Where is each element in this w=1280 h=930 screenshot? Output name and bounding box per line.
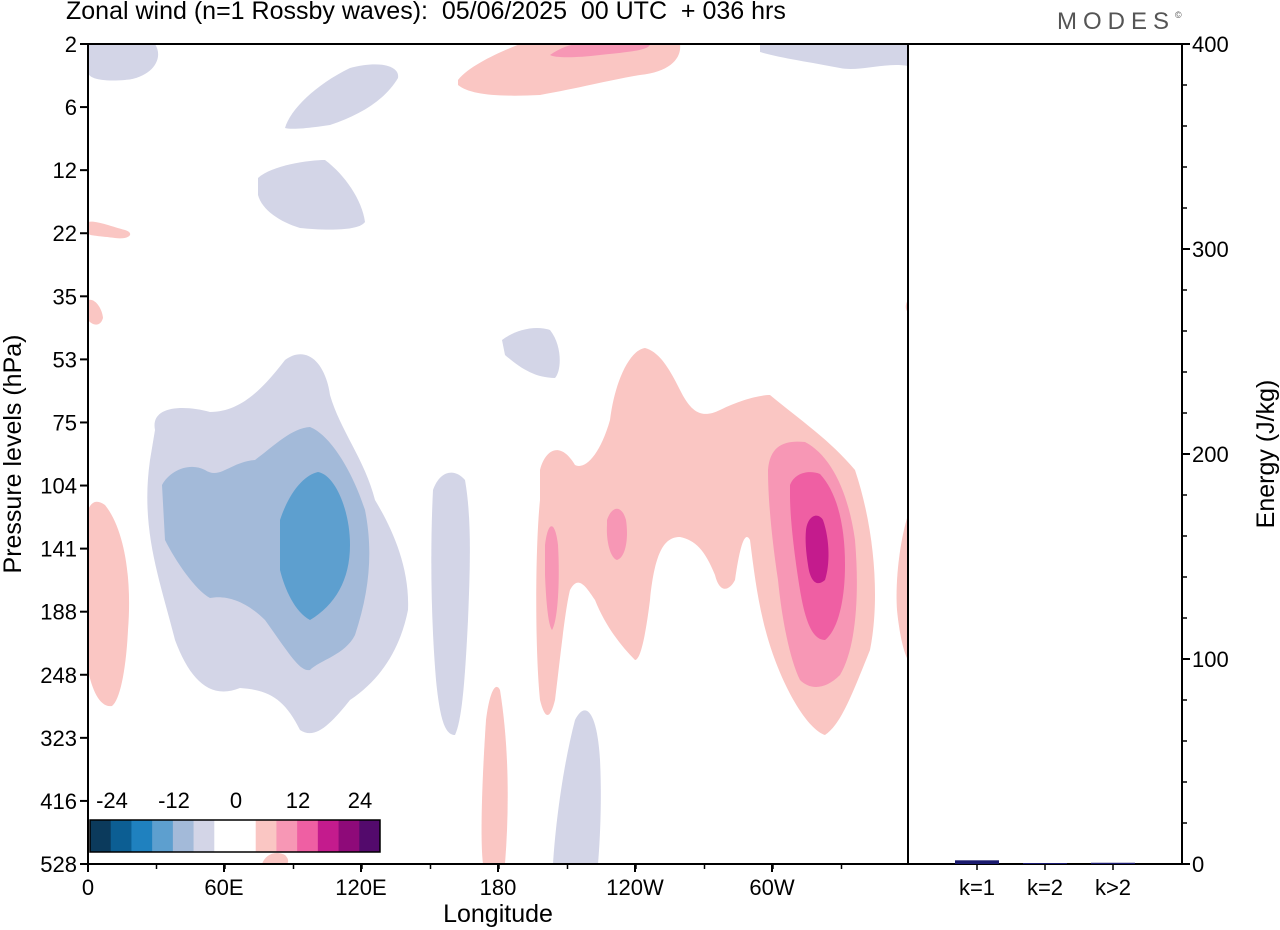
y-tick-label: 141 [40, 537, 77, 562]
contour-neg-light-mid [258, 160, 365, 230]
energy-tick-label: 100 [1192, 647, 1229, 672]
y-tick-label: 53 [53, 347, 77, 372]
energy-tick-label: 400 [1192, 32, 1229, 57]
chart-title: Zonal wind (n=1 Rossby waves): 05/06/202… [66, 0, 786, 25]
contour-pos-light-small-left-b [88, 299, 103, 325]
colorbar-swatch [235, 820, 257, 852]
colorbar-labels: -24 -12 0 12 24 [96, 788, 372, 813]
contour-pos-mid-small-a [545, 526, 559, 630]
contour-pos-light-right-edge [896, 515, 908, 660]
bar-category-labels: k=1 k=2 k>2 [959, 864, 1131, 900]
logo-text: MODES [1057, 8, 1176, 35]
y-tick-label: 22 [53, 221, 77, 246]
colorbar-swatch [255, 820, 277, 852]
y-tick-label: 6 [65, 95, 77, 120]
contour-neg-light-small [502, 328, 560, 378]
y-tick-label: 75 [53, 410, 77, 435]
bar-panel-frame [907, 43, 1183, 865]
energy-axis-label: Energy (J/kg) [1252, 380, 1280, 529]
contour-pos-light-bottom-small [262, 853, 289, 864]
colorbar-swatch [90, 820, 112, 852]
bar-category-label: k=1 [959, 875, 995, 900]
x-axis-label: Longitude [443, 900, 553, 928]
contour-neg-light-upper [285, 64, 399, 129]
y-tick-label: 528 [40, 852, 77, 877]
contour-neg-core [280, 472, 350, 620]
colorbar-swatch [338, 820, 360, 852]
energy-axis: 0 100 200 300 400 [1182, 32, 1229, 877]
energy-bar [1023, 863, 1067, 864]
colorbar-swatch [359, 820, 381, 852]
x-tick-label: 120E [335, 875, 386, 900]
x-tick-label: 60E [204, 875, 243, 900]
longitude-axis: 0 60E 120E 180 120W 60W [82, 864, 843, 900]
colorbar-swatch [276, 820, 298, 852]
y-tick-label: 323 [40, 726, 77, 751]
contour-pos-light-left [88, 501, 130, 707]
y-tick-label: 104 [40, 474, 77, 499]
contour-pos-light-small-left-a [88, 221, 131, 239]
bar-category-label: k>2 [1095, 875, 1131, 900]
y-tick-label: 2 [65, 32, 77, 57]
pressure-axis: 2 6 12 22 35 53 75 104 141 188 248 323 416 528 [40, 32, 88, 877]
contour-pos-mid-small-b [606, 508, 627, 560]
energy-tick-label: 200 [1192, 442, 1229, 467]
energy-tick-label: 300 [1192, 237, 1229, 262]
x-tick-label: 0 [82, 875, 94, 900]
colorbar-swatch [152, 820, 174, 852]
colorbar-label: -12 [158, 788, 190, 813]
y-tick-label: 188 [40, 600, 77, 625]
colorbar-legend [89, 819, 381, 853]
contour-neg-light-bottom [553, 710, 601, 864]
y-tick-label: 12 [53, 158, 77, 183]
contour-field [88, 44, 908, 864]
contour-pos-light-top [458, 44, 681, 96]
colorbar-label: 0 [230, 788, 242, 813]
y-axis-label: Pressure levels (hPa) [0, 335, 27, 574]
x-tick-label: 180 [480, 875, 517, 900]
contour-neg-light-top-right [760, 44, 908, 69]
bar-category-label: k=2 [1027, 875, 1063, 900]
logo-copyright-mark: © [1175, 10, 1182, 20]
colorbar-swatch [193, 820, 215, 852]
energy-bar [955, 860, 999, 864]
y-tick-label: 248 [40, 663, 77, 688]
colorbar-swatch [110, 820, 132, 852]
energy-tick-label: 0 [1192, 852, 1204, 877]
contour-pos-core [805, 515, 829, 584]
y-tick-label: 416 [40, 789, 77, 814]
colorbar-frame [89, 819, 381, 853]
energy-bars [955, 860, 1135, 864]
colorbar-swatch [131, 820, 153, 852]
energy-bar [1091, 862, 1135, 864]
colorbar-swatch [317, 820, 339, 852]
contour-pos-mid-top [550, 44, 650, 58]
contour-neg-light-vertical [431, 472, 470, 735]
colorbar-swatch [297, 820, 319, 852]
contour-neg-light-top-left [88, 44, 159, 81]
colorbar-label: 12 [286, 788, 310, 813]
x-tick-label: 120W [606, 875, 664, 900]
colorbar-label: -24 [96, 788, 128, 813]
colorbar-swatch [172, 820, 194, 852]
colorbar-swatch [214, 820, 236, 852]
modes-logo: MODES© [1057, 8, 1182, 36]
y-tick-label: 35 [53, 284, 77, 309]
contour-pos-light-vertical [481, 686, 508, 864]
colorbar-label: 24 [348, 788, 372, 813]
x-tick-label: 60W [749, 875, 794, 900]
